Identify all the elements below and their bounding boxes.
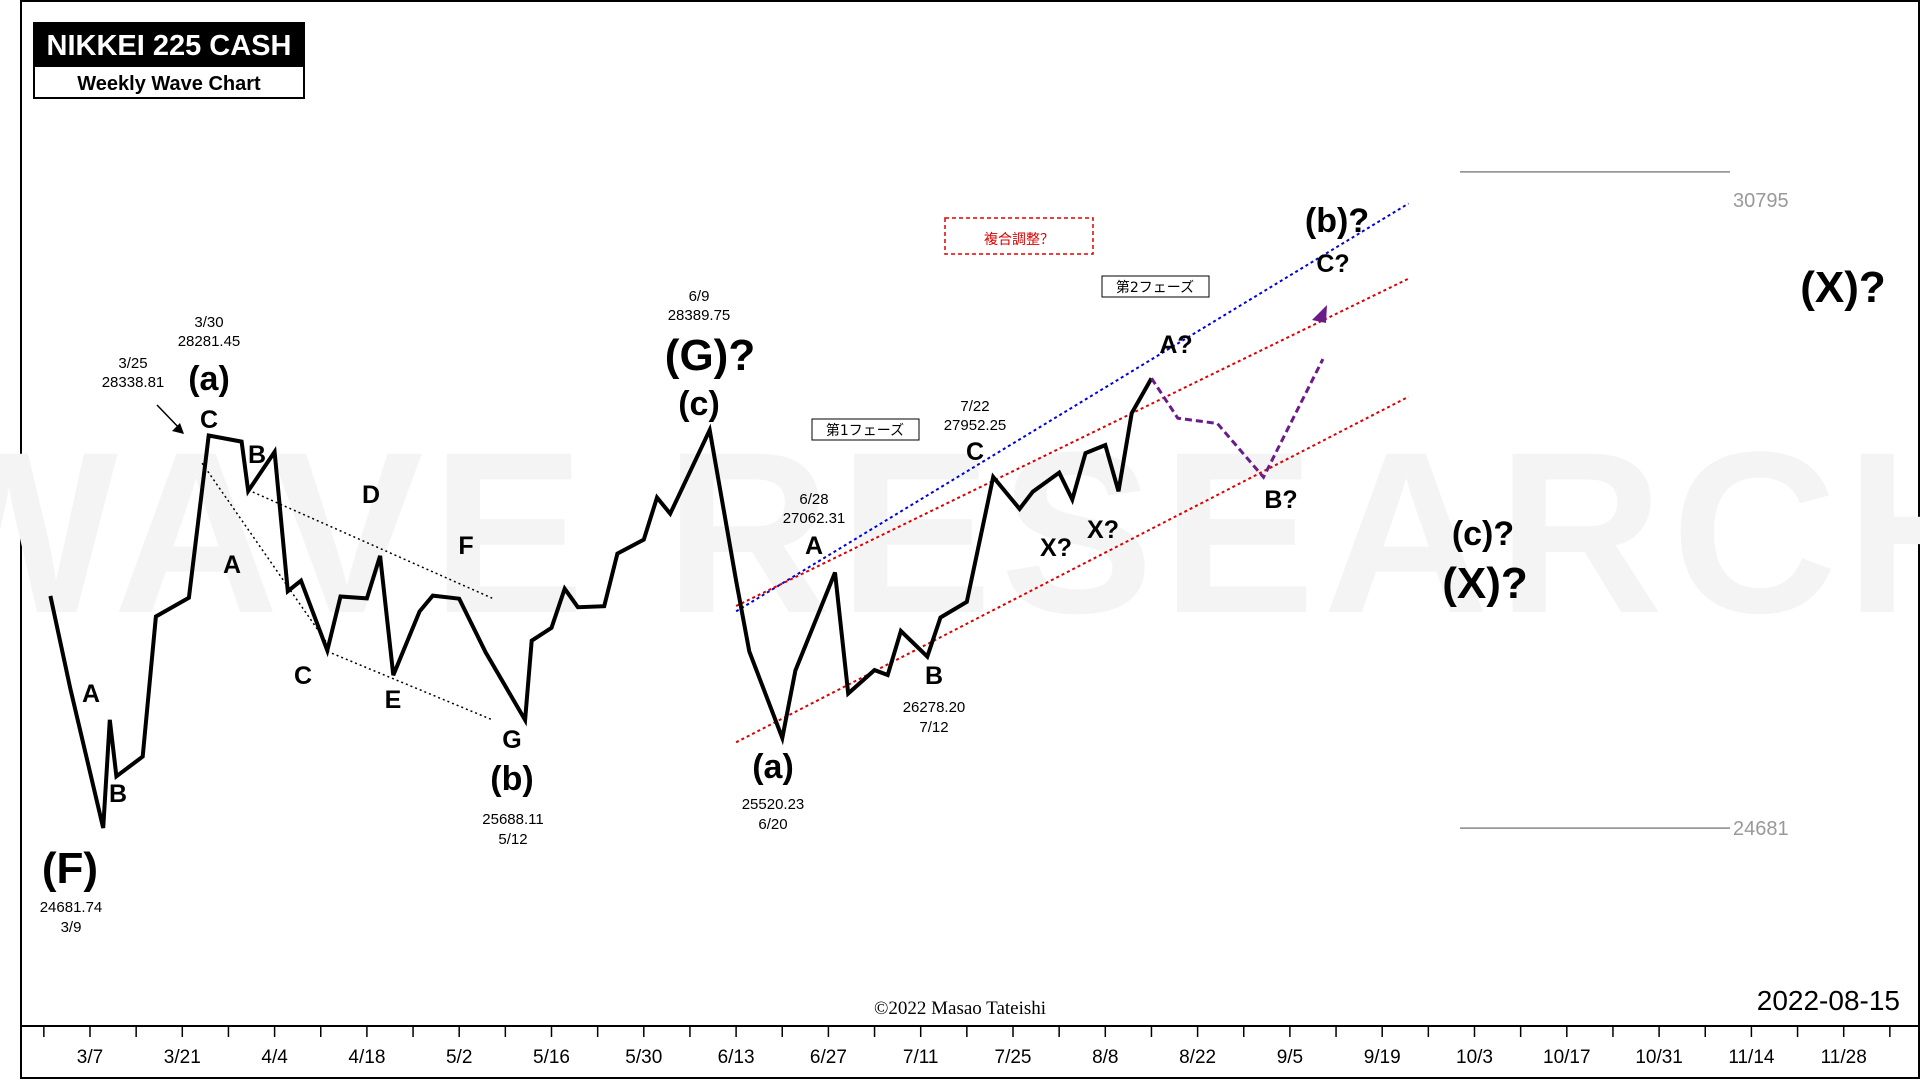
wedge-trendlines bbox=[201, 462, 493, 721]
wave-label-a2: (a) bbox=[752, 748, 794, 786]
copyright: ©2022 Masao Tateishi bbox=[874, 998, 1046, 1019]
x-tick-label: 9/19 bbox=[1364, 1047, 1401, 1068]
x-axis-ticks: 3/7 3/21 4/4 4/18 5/2 5/16 5/30 6/13 6/27 7/11 7/2… bbox=[43, 1027, 1891, 1068]
x-tick-label: 4/18 bbox=[348, 1047, 385, 1068]
wave-label-B1: B bbox=[109, 780, 127, 808]
x-tick-label: 5/16 bbox=[533, 1047, 570, 1068]
x-tick-label: 11/28 bbox=[1821, 1047, 1867, 1068]
forecast-arrowhead bbox=[1312, 305, 1327, 323]
x-tick-label: 8/22 bbox=[1179, 1047, 1216, 1068]
wave-label-c1: (c) bbox=[678, 385, 720, 423]
complex-label: 複合調整？ bbox=[984, 231, 1054, 248]
forecast-path bbox=[1150, 358, 1325, 480]
x-tick-label: 8/8 bbox=[1092, 1047, 1118, 1068]
wave-label-a1: (a) bbox=[188, 360, 230, 398]
value-a1-top: 28281.45 bbox=[178, 333, 241, 350]
x-tick-label: 5/2 bbox=[446, 1047, 472, 1068]
wave-label-X2: X? bbox=[1087, 516, 1119, 544]
wave-label-E2: E bbox=[385, 686, 402, 714]
wave-label-B4: B? bbox=[1264, 486, 1297, 514]
date-F: 3/9 bbox=[61, 919, 82, 936]
value-G: 28389.75 bbox=[668, 307, 731, 324]
date-A3: 6/28 bbox=[799, 491, 828, 508]
date-a1-top: 3/30 bbox=[194, 314, 223, 331]
wave-label-G2: G bbox=[502, 726, 521, 754]
wave-label-X4: (X)? bbox=[1800, 263, 1886, 312]
chart-subtitle: Weekly Wave Chart bbox=[77, 73, 261, 95]
wave-label-C4: C? bbox=[1316, 250, 1349, 278]
x-tick-label: 7/25 bbox=[995, 1047, 1032, 1068]
wave-label-A2: A bbox=[223, 551, 241, 579]
wave-label-X1: X? bbox=[1040, 534, 1072, 562]
channel-line-1 bbox=[735, 277, 1410, 607]
arrow-3-25-head bbox=[172, 423, 184, 434]
wave-label-A3: A bbox=[805, 532, 823, 560]
wedge-line-2 bbox=[201, 462, 328, 644]
wave-label-c2: (c)? bbox=[1452, 515, 1514, 553]
x-tick-label: 4/4 bbox=[261, 1047, 288, 1068]
x-tick-label: 9/5 bbox=[1277, 1047, 1303, 1068]
title-band bbox=[34, 23, 304, 67]
x-tick-label: 10/3 bbox=[1456, 1047, 1493, 1068]
value-A3: 27062.31 bbox=[783, 510, 846, 527]
watermark: WAVE RESEARCH bbox=[0, 404, 1920, 661]
wave-label-C2: C bbox=[294, 662, 312, 690]
date-B3: 7/12 bbox=[919, 719, 948, 736]
phase2-box bbox=[1101, 275, 1210, 298]
date-a1-note: 3/25 bbox=[118, 355, 147, 372]
wave-label-b1: (b) bbox=[490, 760, 533, 798]
wave-label-B2: B bbox=[248, 441, 266, 469]
date-C3: 7/22 bbox=[960, 398, 989, 415]
complex-box bbox=[944, 217, 1094, 255]
x-tick-label: 3/21 bbox=[164, 1047, 201, 1068]
x-tick-label: 6/13 bbox=[718, 1047, 755, 1068]
level-label-low: 24681 bbox=[1733, 818, 1789, 840]
level-label-high: 30795 bbox=[1733, 190, 1789, 212]
phase1-box bbox=[811, 418, 920, 441]
value-b1: 25688.11 bbox=[482, 811, 543, 828]
x-tick-label: 3/7 bbox=[77, 1047, 103, 1068]
forecast-series bbox=[1150, 358, 1325, 480]
value-C3: 27952.25 bbox=[944, 417, 1007, 434]
channel-line-0 bbox=[735, 202, 1410, 613]
wave-label-b2: (b)? bbox=[1305, 202, 1369, 240]
wave-label-X3: (X)? bbox=[1442, 559, 1528, 608]
date-a2: 6/20 bbox=[758, 816, 787, 833]
wave-label-F: (F) bbox=[42, 844, 98, 893]
phase2-label: 第2フェーズ bbox=[1116, 279, 1194, 296]
wave-label-A4: A? bbox=[1159, 331, 1192, 359]
wave-label-C1: C bbox=[200, 406, 218, 434]
wave-label-F2: F bbox=[458, 532, 473, 560]
chart-title: NIKKEI 225 CASH bbox=[47, 30, 292, 62]
wave-label-A1: A bbox=[82, 680, 100, 708]
x-tick-label: 6/27 bbox=[810, 1047, 847, 1068]
x-tick-label: 11/14 bbox=[1728, 1047, 1775, 1068]
date-b1: 5/12 bbox=[498, 831, 527, 848]
chart-date: 2022-08-15 bbox=[1757, 985, 1900, 1016]
x-tick-label: 10/31 bbox=[1635, 1047, 1683, 1068]
price-series bbox=[48, 377, 1154, 829]
wave-label-D2: D bbox=[362, 481, 380, 509]
wave-label-B3: B bbox=[925, 662, 943, 690]
date-G: 6/9 bbox=[689, 288, 710, 305]
value-B3: 26278.20 bbox=[903, 699, 966, 716]
value-F: 24681.74 bbox=[40, 899, 103, 916]
phase1-label: 第1フェーズ bbox=[826, 422, 904, 439]
wave-label-G: (G)? bbox=[665, 331, 755, 380]
value-a1-note: 28338.81 bbox=[102, 374, 165, 391]
x-tick-label: 7/11 bbox=[903, 1047, 939, 1068]
x-tick-label: 10/17 bbox=[1543, 1047, 1591, 1068]
x-tick-label: 5/30 bbox=[625, 1047, 662, 1068]
level-lines bbox=[1460, 171, 1730, 829]
price-line bbox=[48, 377, 1154, 829]
wave-label-C3: C bbox=[966, 438, 984, 466]
value-a2: 25520.23 bbox=[742, 796, 805, 813]
chart-frame bbox=[20, 0, 1920, 1079]
